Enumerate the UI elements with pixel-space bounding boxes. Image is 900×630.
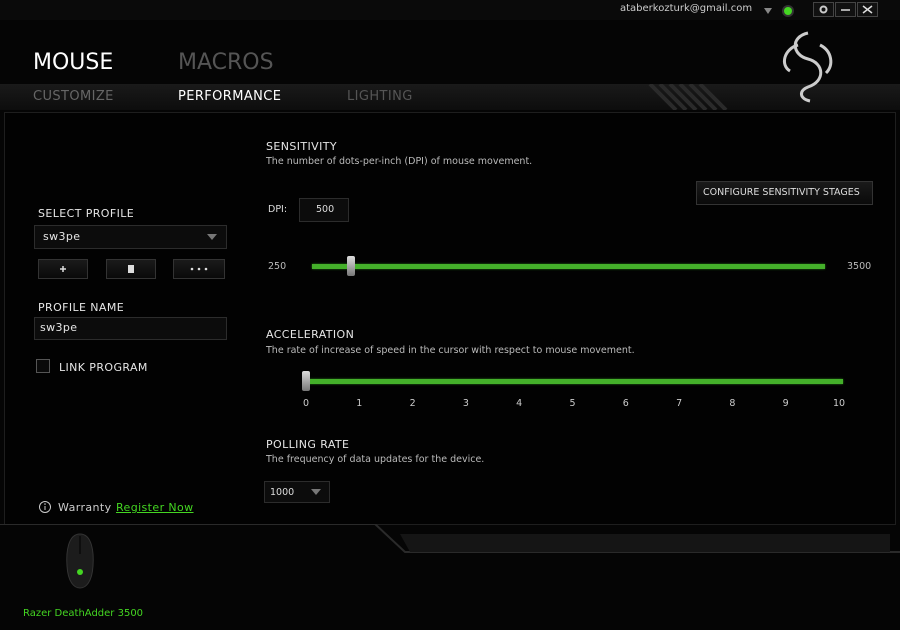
more-profile-button[interactable] [173, 259, 225, 279]
polling-description: The frequency of data updates for the de… [266, 454, 485, 465]
title-bar [0, 0, 900, 20]
info-icon [39, 501, 51, 513]
subtab-customize[interactable]: CUSTOMIZE [33, 89, 114, 104]
tab-mouse[interactable]: MOUSE [33, 50, 114, 75]
tab-macros[interactable]: MACROS [178, 50, 274, 75]
bottom-decor [0, 524, 900, 553]
polling-dropdown[interactable] [264, 481, 330, 503]
window-controls[interactable] [813, 2, 879, 18]
account-email[interactable]: ataberkozturk@gmail.com [620, 3, 753, 14]
dpi-slider-track[interactable] [312, 264, 825, 269]
polling-title: POLLING RATE [266, 438, 350, 451]
warranty-label: Warranty [58, 501, 112, 514]
subtab-lighting[interactable]: LIGHTING [347, 89, 413, 104]
acceleration-tick-label: 8 [729, 398, 736, 409]
configure-stages-button[interactable] [696, 181, 873, 205]
acceleration-description: The rate of increase of speed in the cur… [266, 345, 635, 356]
dpi-min: 250 [268, 261, 287, 272]
acceleration-tick-label: 2 [409, 398, 416, 409]
acceleration-slider-track[interactable] [305, 379, 843, 384]
acceleration-tick-label: 10 [832, 398, 846, 409]
razer-logo [782, 31, 833, 103]
polling-arrow [311, 489, 321, 495]
link-program-checkbox[interactable] [36, 359, 50, 373]
acceleration-tick-label: 5 [569, 398, 576, 409]
dpi-value: 500 [316, 204, 335, 215]
profile-name-label: PROFILE NAME [38, 301, 125, 314]
acceleration-tick-label: 1 [356, 398, 363, 409]
acceleration-tick-label: 0 [302, 398, 310, 409]
select-profile-label: SELECT PROFILE [38, 207, 135, 220]
dpi-input[interactable] [299, 198, 349, 222]
acceleration-tick-label: 9 [782, 398, 789, 409]
register-now-link[interactable]: Register Now [116, 501, 194, 514]
stripe-decor [648, 84, 728, 110]
subtab-bar [0, 84, 900, 110]
device-image [66, 533, 94, 589]
add-profile-button[interactable] [38, 259, 88, 279]
sensitivity-title: SENSITIVITY [266, 140, 337, 153]
configure-stages-label: CONFIGURE SENSITIVITY STAGES [703, 187, 860, 198]
acceleration-tick-label: 6 [622, 398, 629, 409]
profile-dropdown[interactable] [34, 225, 227, 249]
account-icons [764, 5, 794, 17]
acceleration-slider-thumb[interactable] [302, 371, 310, 391]
acceleration-title: ACCELERATION [266, 328, 355, 341]
device-name: Razer DeathAdder 3500 [23, 608, 144, 619]
subtab-performance[interactable]: PERFORMANCE [178, 89, 282, 104]
delete-profile-button[interactable] [106, 259, 156, 279]
dpi-slider-thumb[interactable] [347, 256, 356, 276]
sensitivity-description: The number of dots-per-inch (DPI) of mou… [266, 156, 533, 167]
acceleration-tick-label: 4 [516, 398, 523, 409]
link-program-label: LINK PROGRAM [59, 361, 148, 374]
polling-value: 1000 [270, 487, 295, 498]
acceleration-tick-label: 3 [462, 398, 469, 409]
profile-selected: sw3pe [43, 230, 81, 243]
acceleration-tick-label: 7 [676, 398, 683, 409]
profile-name-input[interactable] [34, 317, 227, 340]
profile-name-value: sw3pe [40, 321, 78, 334]
dpi-label: DPI: [268, 204, 288, 215]
dpi-max: 3500 [847, 261, 872, 272]
dropdown-arrow [207, 234, 217, 240]
